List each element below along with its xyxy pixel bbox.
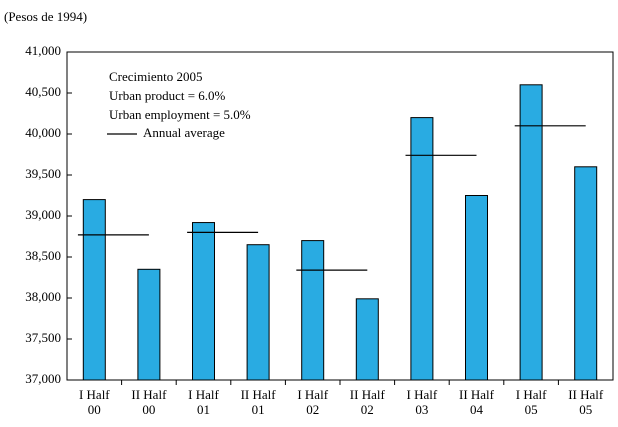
annotation: Crecimiento 2005 xyxy=(109,69,203,84)
y-tick-label: 39,500 xyxy=(25,166,61,181)
x-tick-label: II Half xyxy=(350,387,386,402)
bar xyxy=(137,268,161,381)
bar xyxy=(301,240,325,381)
x-tick-label: I Half xyxy=(297,387,328,402)
x-tick-label: 02 xyxy=(361,402,374,417)
bar xyxy=(574,166,598,381)
annotation: Urban product = 6.0% xyxy=(109,88,226,103)
x-tick-label: II Half xyxy=(131,387,167,402)
bar xyxy=(465,195,488,381)
x-tick-label: I Half xyxy=(516,387,547,402)
x-tick-label: 05 xyxy=(525,402,538,417)
y-tick-label: 39,000 xyxy=(25,207,61,222)
chart-subtitle: (Pesos de 1994) xyxy=(4,9,87,24)
x-tick-label: 01 xyxy=(252,402,265,417)
bar xyxy=(246,244,270,381)
x-tick-label: 00 xyxy=(88,402,101,417)
x-tick-label: 00 xyxy=(142,402,155,417)
annotation: Urban employment = 5.0% xyxy=(109,107,251,122)
y-tick-label: 38,000 xyxy=(25,289,61,304)
y-tick-label: 38,500 xyxy=(25,248,61,263)
x-tick-label: 04 xyxy=(470,402,484,417)
x-tick-label: 05 xyxy=(579,402,592,417)
bar xyxy=(410,117,434,381)
y-tick-label: 40,000 xyxy=(25,125,61,140)
x-tick-label: 02 xyxy=(306,402,319,417)
x-tick-label: 03 xyxy=(415,402,428,417)
x-tick-label: II Half xyxy=(568,387,604,402)
x-tick-label: 01 xyxy=(197,402,210,417)
y-tick-label: 37,500 xyxy=(25,330,61,345)
bar xyxy=(355,298,379,381)
legend-label: Annual average xyxy=(143,125,225,140)
y-tick-label: 37,000 xyxy=(25,371,61,386)
x-tick-label: II Half xyxy=(241,387,277,402)
y-tick-label: 41,000 xyxy=(25,43,61,58)
bar xyxy=(519,84,543,381)
x-tick-label: I Half xyxy=(79,387,110,402)
y-tick-label: 40,500 xyxy=(25,84,61,99)
x-tick-label: I Half xyxy=(188,387,219,402)
x-tick-label: I Half xyxy=(407,387,438,402)
bar xyxy=(192,222,215,381)
x-tick-label: II Half xyxy=(459,387,495,402)
bar xyxy=(82,199,106,381)
